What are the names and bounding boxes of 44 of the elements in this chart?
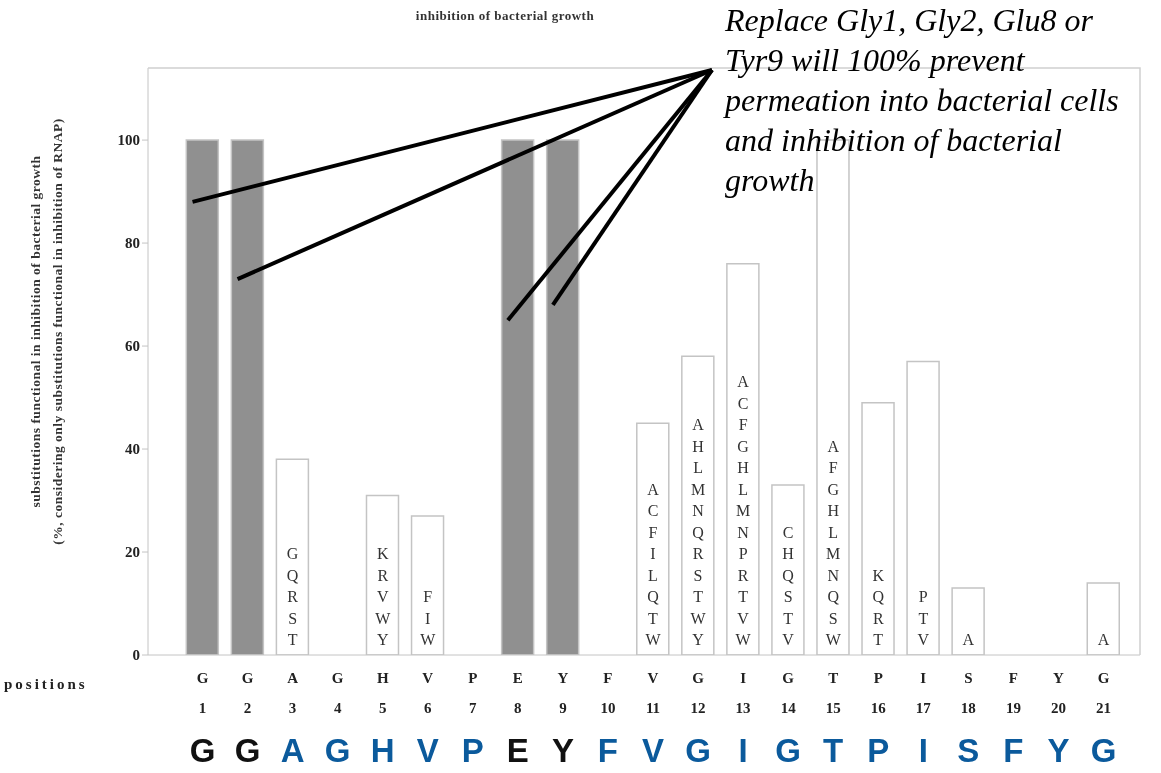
y-tick-label: 20 [125,544,140,561]
y-tick-label: 100 [117,132,140,149]
data-label: A [1097,631,1110,648]
y-tick-label: 80 [125,235,140,252]
text: G G A G H V P E Y F V G I G T P I S F Y G [189,732,1117,769]
x-axis-title: positions [4,676,88,692]
y-tick-label: 60 [125,338,140,355]
x-tick-label: F 19 [1005,670,1021,716]
x-tick-label: F 10 [600,670,616,716]
x-tick-label: G 2 [241,670,254,716]
x-tick-label: V 6 [422,670,434,716]
y-axis-title: substitutions functional in inhibition of bacterial growth (%, considering only substitutions functional in inhibition of RNAP) [28,118,65,545]
x-tick-label: I 13 [735,670,751,716]
y-tick-label: 40 [125,441,140,458]
x-tick-label: I 17 [915,670,932,716]
x-tick-label: E 8 [512,670,523,716]
text: AHLMNQRSTWY [690,416,706,648]
x-tick-label: G 1 [196,670,209,716]
x-tick-label: A 3 [287,670,299,716]
chart-title: inhibition of bacterial growth [415,8,595,23]
text: AFGHLMNQSW [825,437,841,648]
data-label: ACFILQTW [645,480,662,648]
x-tick-label: G 4 [331,670,344,716]
data-label: A [962,631,975,648]
data-label: GQRST [286,545,299,648]
x-tick-label: S 18 [960,670,976,716]
data-label: KRVWY [375,545,392,648]
x-tick-label: P 16 [870,670,887,716]
x-tick-label: G 14 [780,670,797,716]
x-tick-label: G 12 [690,670,706,716]
x-tick-label: P 7 [468,670,478,716]
x-tick-label: Y 9 [557,670,569,716]
data-label: FIW [420,588,437,648]
x-tick-label: G 21 [1095,670,1111,716]
data-label: CHQSTV [782,523,795,648]
x-tick-label: Y 20 [1050,670,1066,716]
data-label: KQRT [872,566,885,648]
x-tick-label: H 5 [376,670,389,716]
x-tick-label: V 11 [645,670,661,716]
annotation: Replace Gly1, Gly2, Glu8 or Tyr9 will 100% prevent permeation into bacterial cells and inhibition of bacterial growth [725,1,1120,200]
y-tick-label: 0 [132,647,140,664]
x-tick-label: T 15 [825,670,841,716]
text: ACFGHLMNPRTVW [735,373,751,648]
data-label: PTV [917,588,930,648]
